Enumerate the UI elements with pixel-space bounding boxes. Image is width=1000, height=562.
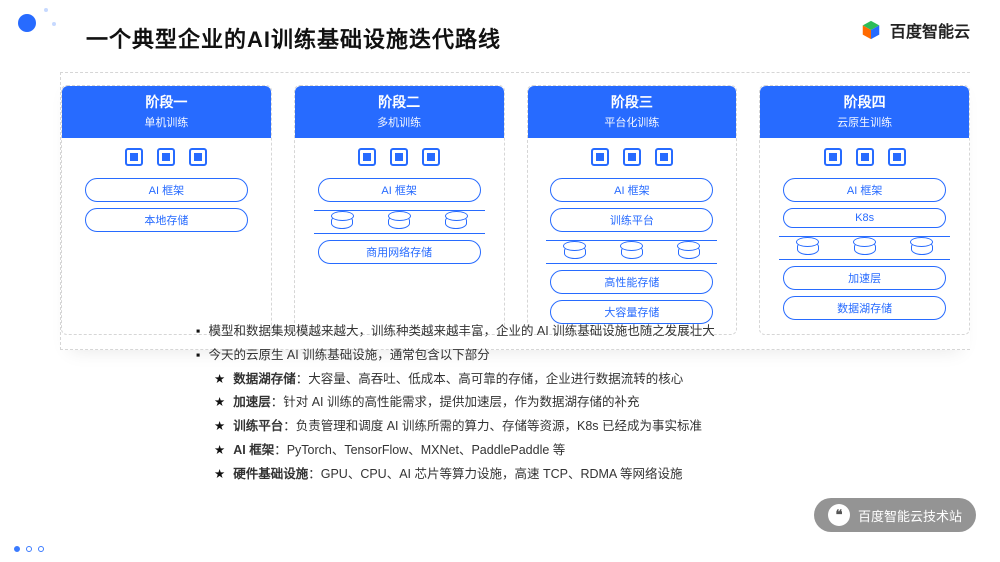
stage-card: 阶段三平台化训练AI 框架训练平台高性能存储大容量存储 [527, 85, 738, 335]
chip-icons-row [824, 148, 906, 166]
stage-subtitle: 平台化训练 [528, 114, 737, 130]
brand-cube-icon [860, 19, 882, 41]
bullets-block: 模型和数据集规模越来越大，训练种类越来越丰富，企业的 AI 训练基础设施也随之发… [196, 320, 960, 486]
stage-title: 阶段一 [62, 92, 271, 112]
layer-pill: 加速层 [783, 266, 946, 290]
storage-row [546, 240, 717, 264]
stage-header: 阶段四云原生训练 [760, 86, 969, 138]
cylinder-icon [331, 215, 353, 229]
chip-icon [623, 148, 641, 166]
chip-icon [888, 148, 906, 166]
layer-pill: 训练平台 [550, 208, 713, 232]
stage-subtitle: 云原生训练 [760, 114, 969, 130]
chip-icon [655, 148, 673, 166]
footer-badge-text: 百度智能云技术站 [858, 506, 962, 525]
decorative-dots [18, 14, 36, 37]
chip-icon [422, 148, 440, 166]
bullet-sub: AI 框架：PyTorch、TensorFlow、MXNet、PaddlePad… [196, 439, 960, 463]
bullet-sub: 加速层：针对 AI 训练的高性能需求，提供加速层，作为数据湖存储的补充 [196, 391, 960, 415]
stages-row: 阶段一单机训练 AI 框架本地存储 阶段二多机训练 AI 框架商用网络存储 阶段三平台化… [60, 72, 970, 350]
bullet-primary: 模型和数据集规模越来越大，训练种类越来越丰富，企业的 AI 训练基础设施也随之发… [196, 320, 960, 344]
stage-title: 阶段二 [295, 92, 504, 112]
brand-text: 百度智能云 [890, 18, 970, 42]
stage-title: 阶段三 [528, 92, 737, 112]
pager-dot[interactable] [26, 546, 32, 552]
stage-header: 阶段一单机训练 [62, 86, 271, 138]
layer-pill: AI 框架 [318, 178, 481, 202]
layer-pill: 商用网络存储 [318, 240, 481, 264]
brand-logo: 百度智能云 [860, 18, 970, 42]
chip-icon [591, 148, 609, 166]
cylinder-icon [564, 245, 586, 259]
footer-badge: ❝ 百度智能云技术站 [814, 498, 976, 532]
chip-icon [125, 148, 143, 166]
chip-icon [157, 148, 175, 166]
chip-icon [358, 148, 376, 166]
layer-pill: AI 框架 [85, 178, 248, 202]
page-title: 一个典型企业的AI训练基础设施迭代路线 [86, 22, 501, 54]
stage-header: 阶段二多机训练 [295, 86, 504, 138]
storage-row [779, 236, 950, 260]
stage-header: 阶段三平台化训练 [528, 86, 737, 138]
cylinder-icon [854, 241, 876, 255]
bullet-sub: 硬件基础设施：GPU、CPU、AI 芯片等算力设施，高速 TCP、RDMA 等网… [196, 463, 960, 487]
stage-card: 阶段一单机训练 AI 框架本地存储 [61, 85, 272, 335]
layer-pill: 数据湖存储 [783, 296, 946, 320]
pager-dot[interactable] [38, 546, 44, 552]
stage-card: 阶段二多机训练 AI 框架商用网络存储 [294, 85, 505, 335]
wechat-icon: ❝ [828, 504, 850, 526]
chip-icon [856, 148, 874, 166]
layer-pill: K8s [783, 208, 946, 228]
stage-subtitle: 单机训练 [62, 114, 271, 130]
pager-dot[interactable] [14, 546, 20, 552]
chip-icon [189, 148, 207, 166]
chip-icon [824, 148, 842, 166]
chip-icons-row [125, 148, 207, 166]
cylinder-icon [621, 245, 643, 259]
layer-pill: 高性能存储 [550, 270, 713, 294]
cylinder-icon [911, 241, 933, 255]
bullet-primary: 今天的云原生 AI 训练基础设施，通常包含以下部分 [196, 344, 960, 368]
cylinder-icon [797, 241, 819, 255]
pager-dots [14, 546, 44, 552]
layer-pill: AI 框架 [783, 178, 946, 202]
cylinder-icon [445, 215, 467, 229]
stage-title: 阶段四 [760, 92, 969, 112]
bullet-sub: 训练平台：负责管理和调度 AI 训练所需的算力、存储等资源，K8s 已经成为事实… [196, 415, 960, 439]
chip-icons-row [591, 148, 673, 166]
bullet-sub: 数据湖存储：大容量、高吞吐、低成本、高可靠的存储，企业进行数据流转的核心 [196, 368, 960, 392]
layer-pill: AI 框架 [550, 178, 713, 202]
stage-subtitle: 多机训练 [295, 114, 504, 130]
chip-icons-row [358, 148, 440, 166]
layer-pill: 本地存储 [85, 208, 248, 232]
chip-icon [390, 148, 408, 166]
storage-row [314, 210, 485, 234]
stage-card: 阶段四云原生训练 AI 框架 K8s 加速层数据湖存储 [759, 85, 970, 335]
cylinder-icon [388, 215, 410, 229]
cylinder-icon [678, 245, 700, 259]
